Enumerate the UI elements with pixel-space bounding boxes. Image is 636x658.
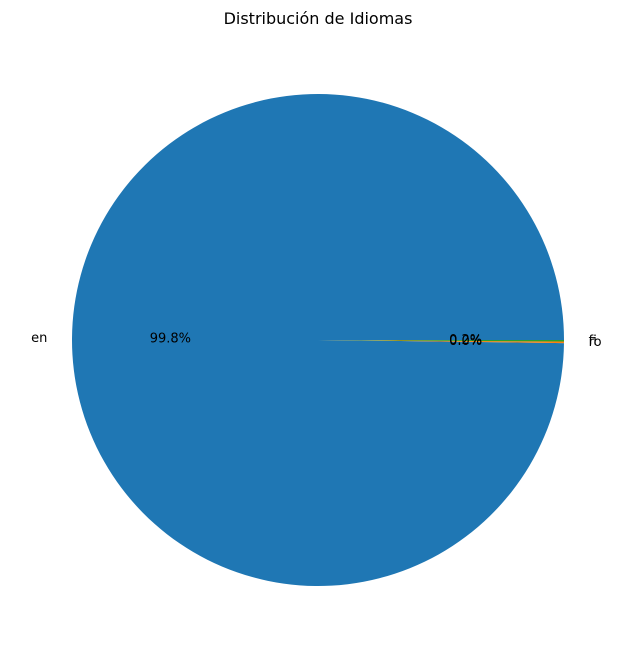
percent-label-fi: 0.2% [449,333,482,348]
pie-slice-en [72,94,564,587]
pie-slice-ro [318,340,564,344]
slice-label-fi: fi [589,333,597,348]
chart-title: Distribución de Idiomas [224,9,413,28]
percent-label-ro: 0.0% [449,334,482,349]
pie-slice-fi [318,340,564,342]
percent-label-en: 99.8% [150,332,191,347]
pie-labels: en 99.8% ro 0.0% fi 0.2% [31,331,601,350]
pie-slices [72,94,564,587]
slice-label-en: en [31,331,47,346]
slice-label-ro: ro [589,335,602,350]
